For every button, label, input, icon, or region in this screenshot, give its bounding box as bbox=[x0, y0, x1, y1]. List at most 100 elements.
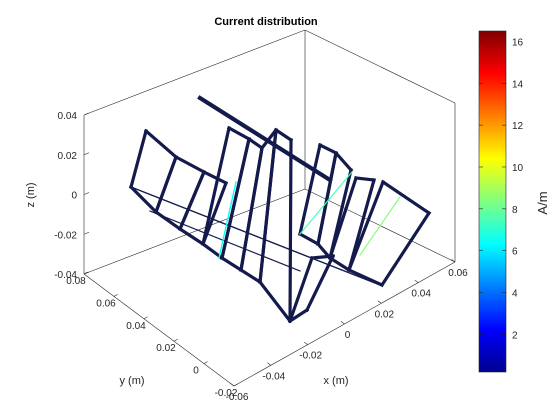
box-edge bbox=[83, 273, 235, 387]
wire-segment bbox=[327, 255, 352, 273]
wire-segment bbox=[218, 181, 237, 259]
wire-segment bbox=[298, 143, 322, 236]
z-tick-label: -0.02 bbox=[54, 230, 77, 241]
colorbar-tick-label: 14 bbox=[512, 79, 524, 90]
colorbar-ticks: 2 4 6 8 10 12 14 16 bbox=[479, 37, 524, 341]
colorbar-tick-label: 16 bbox=[512, 37, 524, 48]
axes-box bbox=[83, 29, 456, 387]
y-tick-mark bbox=[203, 361, 208, 364]
y-tick-mark bbox=[143, 316, 148, 320]
colorbar-tick-label: 8 bbox=[512, 205, 518, 216]
x-tick-label: -0.06 bbox=[226, 392, 249, 403]
wire-segment bbox=[173, 154, 207, 175]
colorbar-gradient bbox=[478, 30, 507, 373]
wire-segment bbox=[359, 196, 401, 256]
wire-segment bbox=[258, 128, 278, 284]
wire-segment bbox=[379, 210, 432, 288]
z-tick-label: 0.04 bbox=[58, 111, 78, 122]
wire-segment bbox=[346, 267, 385, 288]
y-axis-label: y (m) bbox=[119, 375, 144, 387]
z-tick-label: -0.04 bbox=[54, 270, 77, 281]
antenna-wireframe bbox=[128, 95, 432, 324]
wire-segment bbox=[317, 142, 339, 156]
colorbar-tick-label: 4 bbox=[512, 289, 518, 300]
x-tick-label: 0.06 bbox=[448, 268, 468, 279]
wire-segment bbox=[287, 255, 315, 324]
z-tick-mark bbox=[83, 112, 90, 116]
wire-segment bbox=[299, 171, 353, 235]
x-tick-mark bbox=[267, 362, 272, 366]
y-tick-label: 0.08 bbox=[66, 276, 86, 287]
chart-title: Current distribution bbox=[214, 16, 318, 28]
x-tick-label: 0.02 bbox=[375, 309, 395, 320]
colorbar-tick-label: 10 bbox=[512, 163, 524, 174]
x-tick-mark bbox=[303, 341, 308, 345]
x-tick-mark bbox=[340, 321, 345, 325]
x-tick-label: -0.02 bbox=[299, 351, 322, 362]
z-tick-label: 0.02 bbox=[58, 151, 78, 162]
x-tick-mark bbox=[230, 383, 235, 387]
box-edge bbox=[83, 188, 306, 275]
wire-segment bbox=[288, 138, 293, 323]
wire-segment bbox=[316, 151, 338, 246]
wire-segment bbox=[226, 125, 252, 142]
wire-segment bbox=[297, 231, 321, 247]
wire-segment bbox=[304, 253, 336, 313]
x-tick-mark bbox=[451, 259, 456, 263]
z-tick-mark bbox=[83, 152, 90, 156]
wire-segment bbox=[130, 186, 381, 286]
wire-segment bbox=[315, 241, 333, 261]
z-tick-mark bbox=[83, 231, 90, 235]
x-tick-label: -0.04 bbox=[262, 371, 285, 382]
wire-segment bbox=[273, 127, 294, 143]
colorbar-tick-label: 12 bbox=[512, 121, 524, 132]
y-tick-label: 0.04 bbox=[126, 321, 146, 332]
z-axis-label: z (m) bbox=[25, 182, 37, 207]
axis-ticks: -0.06 -0.04 -0.02 0 0.02 0.04 0.06 -0.02 0 0.02 0.… bbox=[54, 111, 468, 403]
wire-segment bbox=[346, 179, 386, 273]
x-tick-label: 0 bbox=[345, 330, 351, 341]
y-tick-mark bbox=[233, 383, 238, 387]
wire-segment bbox=[197, 95, 333, 183]
wire-segment bbox=[219, 255, 244, 273]
y-tick-label: 0.02 bbox=[156, 343, 176, 354]
wire-segment bbox=[177, 169, 207, 232]
wire-segment bbox=[259, 127, 279, 151]
wire-segment bbox=[333, 150, 354, 173]
wire-segment bbox=[153, 154, 179, 215]
wire-segment bbox=[380, 179, 432, 216]
wire-segment bbox=[246, 136, 265, 151]
wire-segment bbox=[128, 184, 159, 215]
wire-segment bbox=[129, 129, 148, 189]
wire-segment bbox=[153, 209, 183, 232]
y-tick-label: -0.02 bbox=[215, 388, 238, 399]
z-tick-mark bbox=[83, 192, 90, 195]
x-tick-label: 0.04 bbox=[411, 289, 431, 300]
wire-segment bbox=[220, 137, 251, 260]
wire-segment bbox=[354, 176, 376, 182]
wire-segment bbox=[143, 128, 179, 160]
wire-segment bbox=[201, 126, 231, 246]
z-tick-mark bbox=[83, 271, 90, 275]
y-tick-mark bbox=[113, 294, 118, 297]
x-axis-label: x (m) bbox=[323, 375, 348, 387]
wire-segment bbox=[238, 267, 263, 285]
wire-segment bbox=[287, 307, 310, 324]
colorbar-tick-label: 2 bbox=[512, 330, 518, 341]
wire-segment bbox=[201, 169, 229, 186]
x-tick-mark bbox=[414, 279, 419, 283]
box-edge bbox=[304, 29, 456, 104]
wire-segment bbox=[257, 279, 293, 324]
wire-segment bbox=[177, 226, 206, 247]
x-tick-mark bbox=[377, 300, 382, 304]
y-tick-label: 0 bbox=[193, 366, 199, 377]
y-tick-label: 0.06 bbox=[96, 298, 116, 309]
colorbar-label: A/m bbox=[535, 191, 550, 214]
z-tick-label: 0 bbox=[71, 191, 77, 202]
colorbar-tick-label: 6 bbox=[512, 247, 518, 258]
colorbar: 2 4 6 8 10 12 14 16 A/m bbox=[478, 30, 550, 373]
box-edge bbox=[83, 29, 306, 116]
wire-segment bbox=[239, 146, 264, 272]
y-tick-mark bbox=[173, 338, 178, 342]
